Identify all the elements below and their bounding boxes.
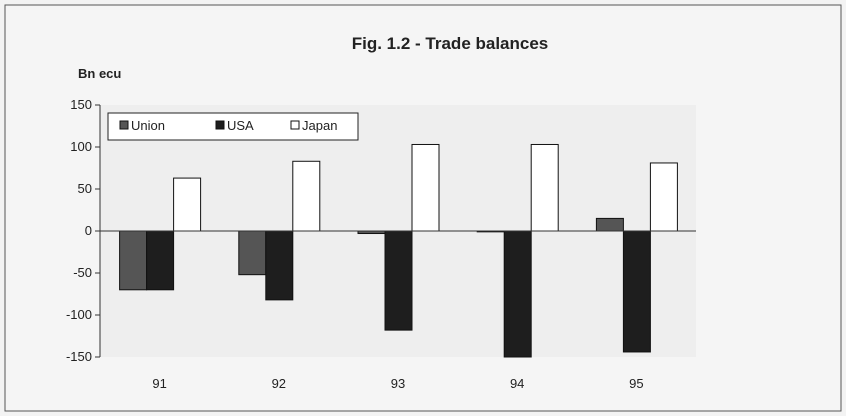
bar-usa-94 xyxy=(503,230,532,358)
y-tick-label: 100 xyxy=(70,139,92,154)
y-tick-label: -100 xyxy=(66,307,92,322)
y-tick-label: -150 xyxy=(66,349,92,364)
y-tick-label: -50 xyxy=(73,265,92,280)
bar-japan-93 xyxy=(411,143,440,232)
chart-title: Fig. 1.2 - Trade balances xyxy=(352,34,549,53)
bar-usa-93 xyxy=(384,230,413,331)
legend-label-union: Union xyxy=(131,118,165,133)
bar-usa-95 xyxy=(622,230,651,353)
legend-box xyxy=(107,112,359,141)
bar-usa-91 xyxy=(146,230,175,291)
x-tick-label-94: 94 xyxy=(510,376,524,391)
legend-label-usa: USA xyxy=(227,118,254,133)
bar-japan-94 xyxy=(530,143,559,232)
y-tick-label: 150 xyxy=(70,97,92,112)
legend-swatch-usa xyxy=(215,120,225,130)
bar-usa-92 xyxy=(265,230,294,301)
x-tick-label-93: 93 xyxy=(391,376,405,391)
bar-union-92 xyxy=(238,230,267,276)
bars-layer xyxy=(119,143,678,358)
bar-japan-92 xyxy=(292,160,321,232)
bar-japan-95 xyxy=(649,162,678,232)
y-axis-unit-label: Bn ecu xyxy=(78,66,121,81)
bar-union-91 xyxy=(119,230,148,291)
y-tick-label: 50 xyxy=(78,181,92,196)
axes-layer: 91 92 93 94 95 150 100 50 0 -50 -100 -150 xyxy=(66,97,696,391)
bar-union-95 xyxy=(595,217,624,232)
x-tick-label-92: 92 xyxy=(272,376,286,391)
legend-swatch-japan xyxy=(290,120,300,130)
bar-japan-91 xyxy=(173,177,202,232)
legend-label-japan: Japan xyxy=(302,118,337,133)
legend: Union USA Japan xyxy=(107,112,359,141)
y-tick-label: 0 xyxy=(85,223,92,238)
x-tick-label-95: 95 xyxy=(629,376,643,391)
legend-swatch-union xyxy=(119,120,129,130)
x-tick-label-91: 91 xyxy=(152,376,166,391)
